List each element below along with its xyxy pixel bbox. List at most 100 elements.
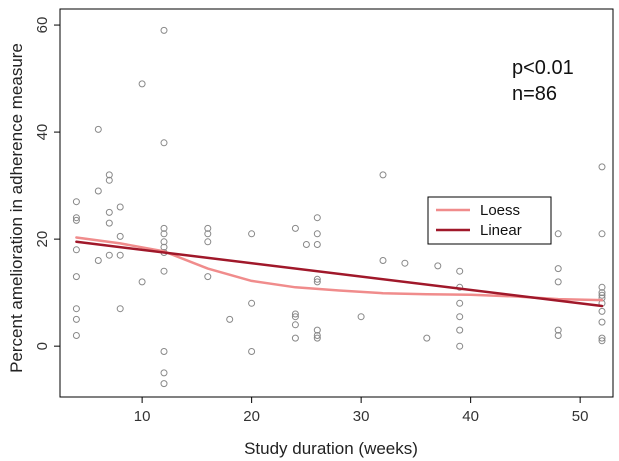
data-point-59 — [423, 334, 431, 342]
data-point-70 — [554, 326, 562, 334]
data-point-34 — [204, 230, 212, 238]
data-point-29 — [160, 267, 168, 275]
data-point-60 — [434, 262, 442, 270]
data-point-44 — [291, 321, 299, 329]
data-point-63 — [456, 299, 464, 307]
data-point-56 — [379, 171, 387, 179]
data-point-80 — [598, 318, 606, 326]
data-point-12 — [105, 176, 113, 184]
data-point-23 — [160, 139, 168, 147]
lines-layer — [75, 236, 604, 308]
y-tick-label-40: 40 — [34, 124, 51, 141]
data-point-20 — [138, 80, 146, 88]
data-point-73 — [598, 230, 606, 238]
data-point-55 — [357, 313, 365, 321]
data-point-19 — [116, 305, 124, 313]
data-point-37 — [226, 315, 234, 323]
data-point-52 — [313, 326, 321, 334]
data-point-11 — [105, 171, 113, 179]
x-tick-label-40: 40 — [462, 408, 479, 425]
data-point-3 — [72, 246, 80, 254]
data-point-22 — [160, 26, 168, 34]
data-point-14 — [105, 219, 113, 227]
data-point-8 — [94, 125, 102, 133]
data-point-68 — [554, 265, 562, 273]
linear-line — [75, 240, 604, 308]
data-point-21 — [138, 278, 146, 286]
data-point-2 — [72, 216, 80, 224]
data-point-1 — [72, 214, 80, 222]
data-point-13 — [105, 208, 113, 216]
data-point-7 — [72, 332, 80, 339]
data-point-54 — [313, 334, 321, 342]
data-point-43 — [291, 313, 299, 321]
data-point-69 — [554, 278, 562, 286]
data-point-81 — [598, 334, 606, 342]
data-point-45 — [291, 334, 299, 342]
data-point-24 — [160, 224, 168, 232]
y-tick-label-0: 0 — [34, 342, 51, 350]
data-point-30 — [160, 348, 168, 355]
loess-line — [75, 236, 604, 302]
data-point-67 — [554, 230, 562, 238]
data-point-74 — [598, 283, 606, 291]
data-point-35 — [204, 238, 212, 246]
data-point-40 — [248, 348, 256, 355]
x-axis: 10 20 30 40 50 — [134, 397, 589, 425]
data-point-51 — [313, 278, 321, 286]
x-tick-label-20: 20 — [243, 408, 260, 425]
x-tick-label-10: 10 — [134, 408, 151, 425]
data-point-4 — [72, 273, 80, 281]
x-tick-label-30: 30 — [353, 408, 370, 425]
plot-frame — [59, 8, 614, 398]
p-value-annotation: p<0.01 — [512, 57, 574, 79]
data-point-82 — [598, 337, 606, 345]
data-point-38 — [248, 230, 256, 238]
legend-label-linear: Linear — [480, 222, 522, 239]
y-axis-title: Percent amelioration in adherence measur… — [7, 43, 26, 373]
x-axis-title: Study duration (weeks) — [244, 439, 418, 458]
data-point-0 — [72, 198, 80, 206]
data-point-18 — [116, 251, 124, 259]
data-point-46 — [302, 241, 310, 248]
data-point-72 — [598, 163, 606, 171]
data-point-42 — [291, 310, 299, 318]
data-point-39 — [248, 299, 256, 307]
data-point-17 — [116, 232, 124, 240]
data-point-25 — [160, 230, 168, 238]
data-point-57 — [379, 257, 387, 264]
y-tick-label-60: 60 — [34, 17, 51, 34]
data-point-50 — [313, 275, 321, 283]
data-point-66 — [456, 342, 464, 350]
data-point-16 — [116, 203, 124, 211]
data-point-79 — [598, 307, 606, 315]
data-point-26 — [160, 238, 168, 246]
data-point-47 — [313, 214, 321, 222]
data-point-64 — [456, 313, 464, 321]
data-point-49 — [313, 241, 321, 248]
x-tick-label-50: 50 — [572, 408, 589, 425]
legend-label-loess: Loess — [480, 202, 520, 219]
data-point-65 — [456, 326, 464, 334]
legend-box — [427, 196, 552, 245]
data-point-71 — [554, 332, 562, 339]
n-annotation: n=86 — [512, 83, 557, 105]
data-point-48 — [313, 230, 321, 238]
data-point-76 — [598, 291, 606, 299]
data-point-10 — [94, 257, 102, 264]
data-point-53 — [313, 332, 321, 339]
data-point-5 — [72, 305, 80, 313]
data-point-58 — [401, 259, 409, 267]
data-point-75 — [598, 289, 606, 297]
data-point-41 — [291, 224, 299, 232]
data-point-36 — [204, 273, 212, 281]
data-point-33 — [204, 224, 212, 232]
data-point-15 — [105, 251, 113, 259]
data-point-31 — [160, 369, 168, 377]
data-point-61 — [456, 267, 464, 275]
y-tick-label-20: 20 — [34, 231, 51, 248]
data-point-6 — [72, 315, 80, 323]
legend: Loess Linear — [427, 196, 552, 245]
